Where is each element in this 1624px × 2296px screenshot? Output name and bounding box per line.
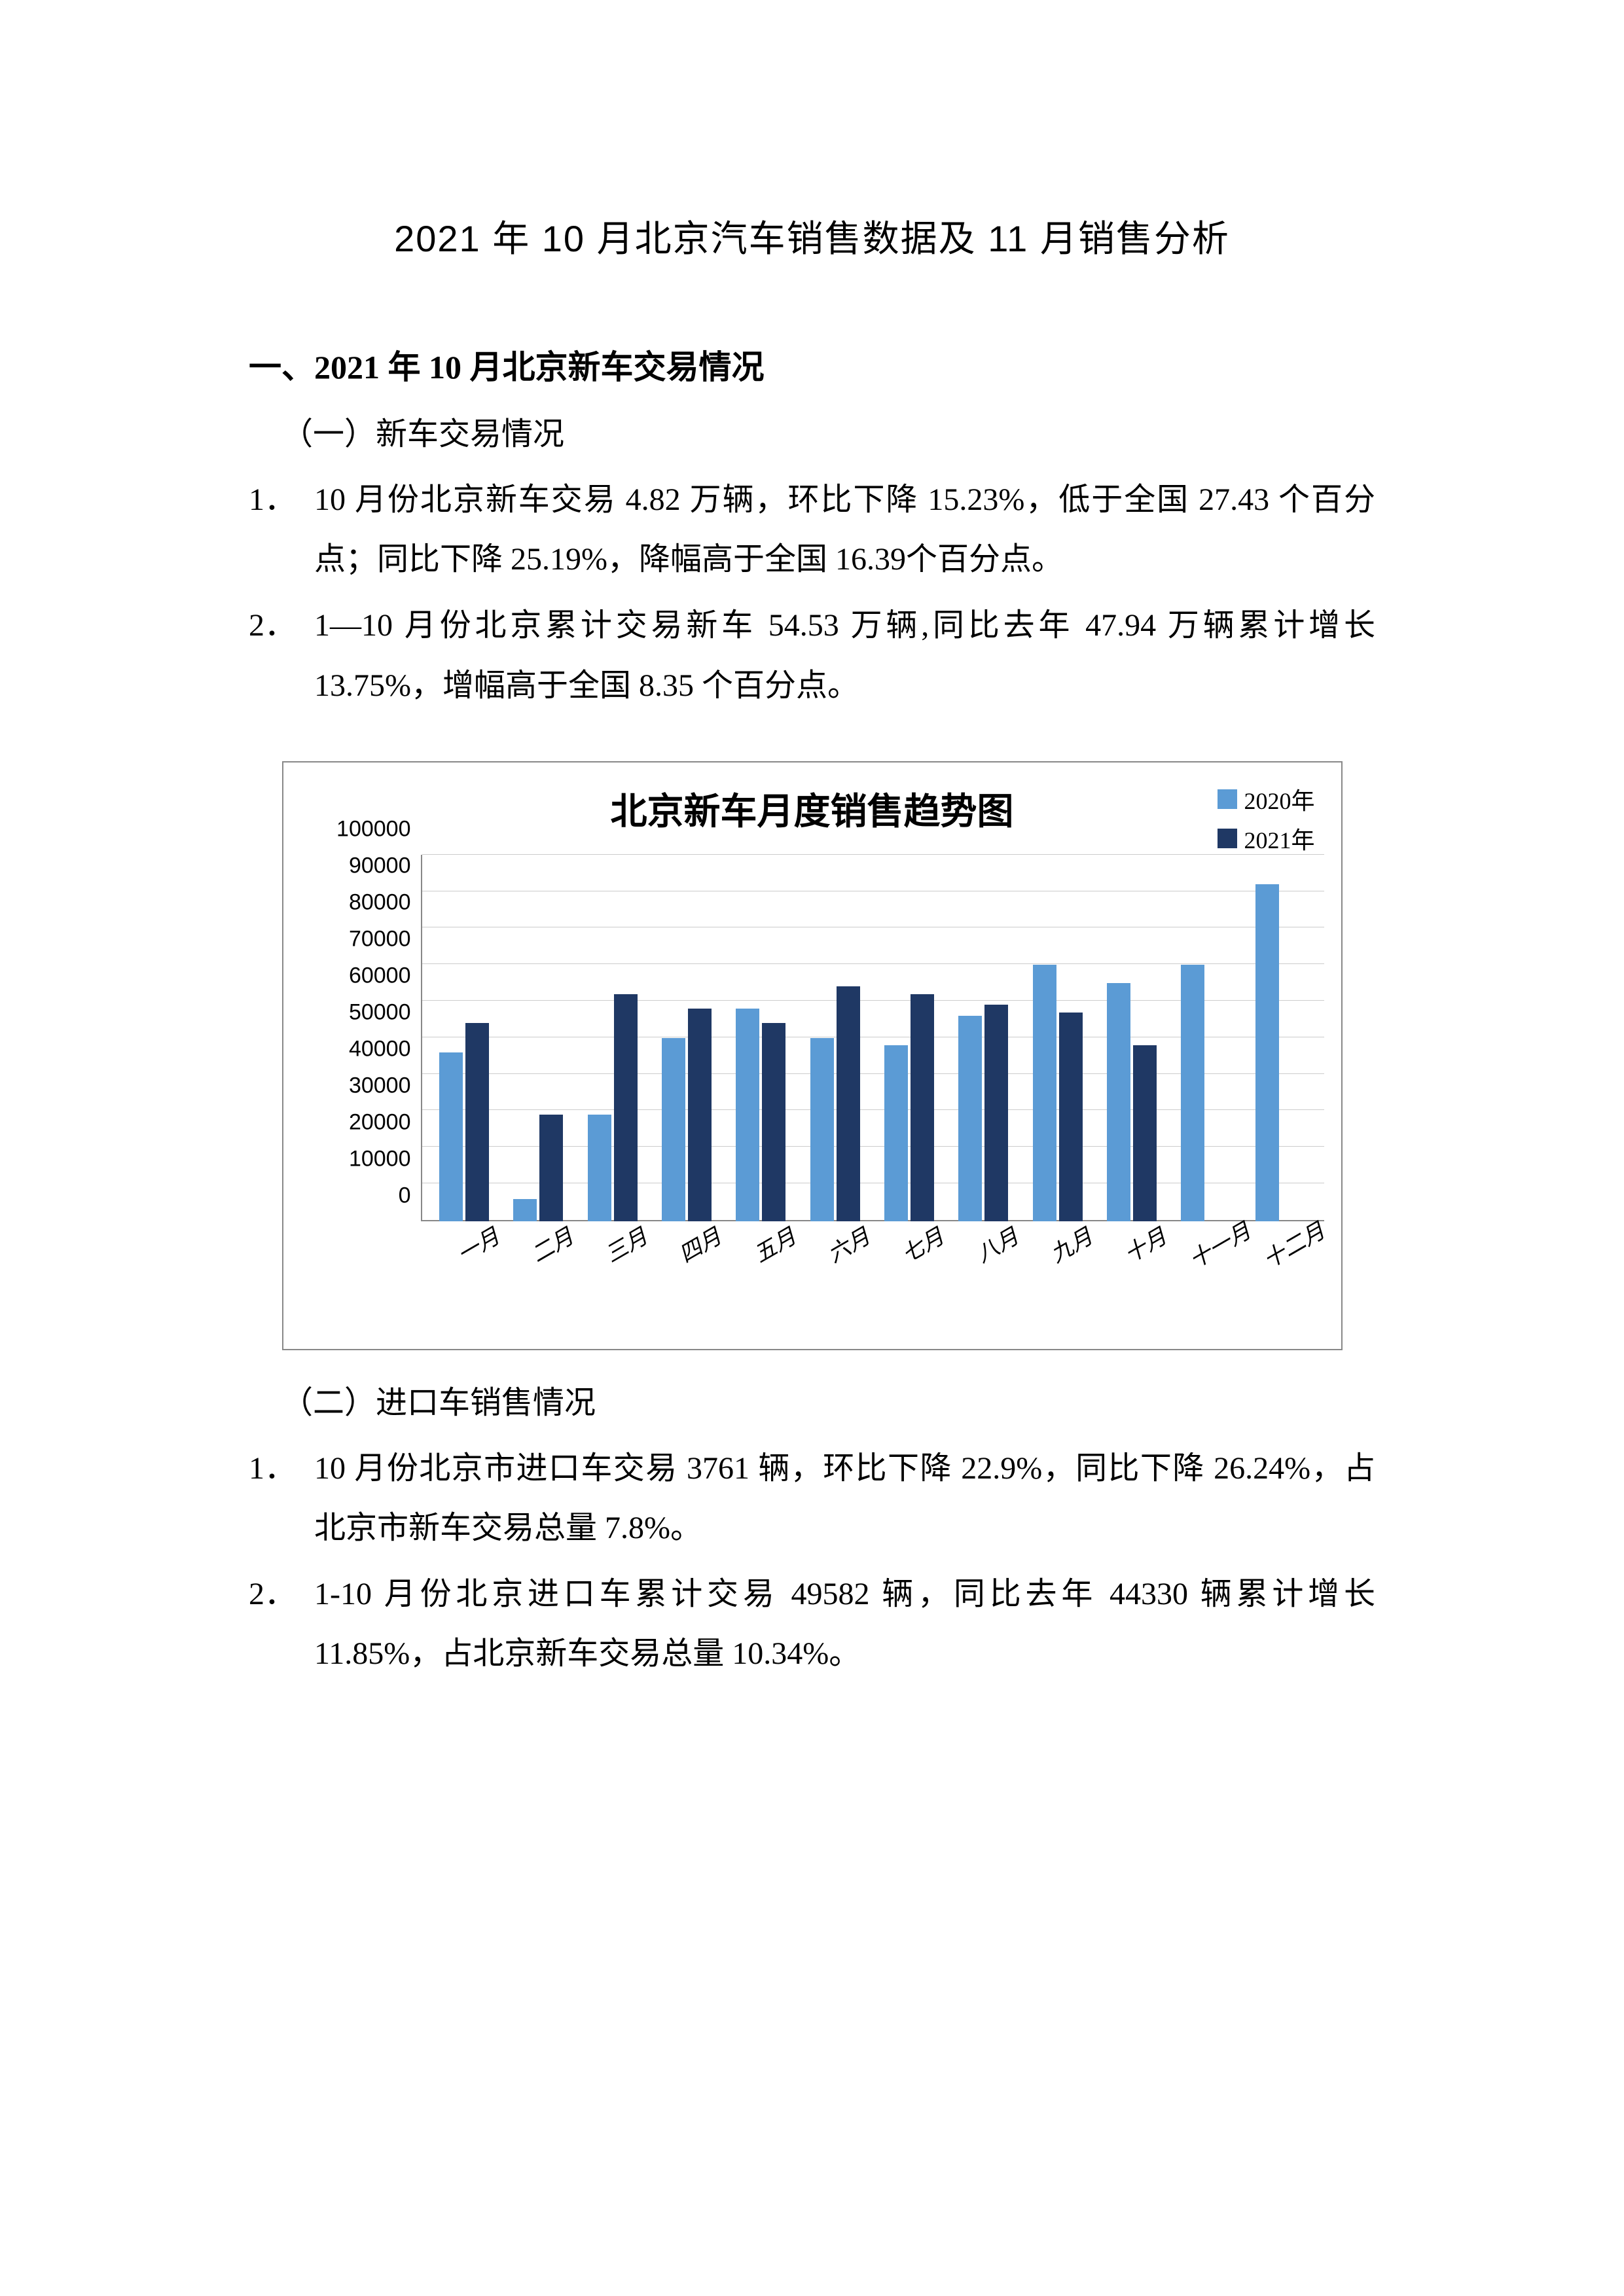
bar xyxy=(539,1115,563,1221)
bar xyxy=(614,994,638,1221)
bar xyxy=(1059,1013,1083,1221)
bar-group xyxy=(427,855,501,1221)
bar xyxy=(1181,965,1204,1221)
y-tick-label: 70000 xyxy=(329,926,411,952)
list-text: 1—10 月份北京累计交易新车 54.53 万辆,同比去年 47.94 万辆累计… xyxy=(314,608,1375,702)
y-tick-label: 20000 xyxy=(329,1109,411,1135)
list-item-1-1: 1．10 月份北京新车交易 4.82 万辆，环比下降 15.23%，低于全国 2… xyxy=(249,470,1375,589)
y-axis: 0 10000 20000 30000 40000 50000 60000 70000 8000… xyxy=(329,855,418,1221)
bar-group xyxy=(1169,855,1243,1221)
list-number: 1． xyxy=(249,470,314,529)
y-tick-label: 100000 xyxy=(329,816,411,842)
legend-swatch xyxy=(1218,789,1237,809)
document-page: 2021 年 10 月北京汽车销售数据及 11 月销售分析 一、2021 年 1… xyxy=(0,0,1624,1887)
bar xyxy=(810,1038,834,1221)
bar-group xyxy=(798,855,872,1221)
bar-group xyxy=(1243,855,1317,1221)
y-tick-label: 0 xyxy=(329,1183,411,1208)
bar-group xyxy=(872,855,946,1221)
legend-swatch xyxy=(1218,829,1237,848)
legend-item-2020: 2020年 xyxy=(1218,782,1314,816)
bar xyxy=(1133,1045,1157,1221)
y-tick-label: 50000 xyxy=(329,999,411,1025)
bar xyxy=(662,1038,685,1221)
bar xyxy=(1255,884,1279,1221)
bars-area xyxy=(421,855,1324,1221)
bar xyxy=(884,1045,908,1221)
bar xyxy=(958,1016,982,1221)
x-axis: 一月二月三月四月五月六月七月八月九月十月十一月十二月 xyxy=(421,1221,1324,1274)
legend-item-2021: 2021年 xyxy=(1218,821,1314,855)
bar xyxy=(513,1199,537,1221)
list-number: 2． xyxy=(249,1564,314,1624)
list-item-1-2: 2．1—10 月份北京累计交易新车 54.53 万辆,同比去年 47.94 万辆… xyxy=(249,596,1375,715)
bar-group xyxy=(1094,855,1168,1221)
bar xyxy=(439,1052,463,1221)
chart-legend: 2020年 2021年 xyxy=(1218,782,1314,861)
bar xyxy=(762,1023,785,1221)
list-text: 10 月份北京市进口车交易 3761 辆，环比下降 22.9%，同比下降 26.… xyxy=(314,1451,1375,1545)
list-number: 1． xyxy=(249,1439,314,1498)
subsection-1-2-heading: （二）进口车销售情况 xyxy=(249,1376,1375,1422)
y-tick-label: 90000 xyxy=(329,853,411,878)
list-number: 2． xyxy=(249,596,314,655)
chart-plot-area: 0 10000 20000 30000 40000 50000 60000 70000 8000… xyxy=(329,855,1324,1274)
page-title: 2021 年 10 月北京汽车销售数据及 11 月销售分析 xyxy=(249,209,1375,262)
bar xyxy=(984,1005,1008,1221)
bar xyxy=(736,1009,759,1221)
bar-group xyxy=(501,855,575,1221)
bar xyxy=(1033,965,1056,1221)
y-tick-label: 40000 xyxy=(329,1036,411,1062)
bar-group xyxy=(1020,855,1094,1221)
legend-label: 2021年 xyxy=(1244,821,1314,855)
bar xyxy=(911,994,934,1221)
bar-group xyxy=(947,855,1020,1221)
list-item-2-2: 2．1-10 月份北京进口车累计交易 49582 辆，同比去年 44330 辆累… xyxy=(249,1564,1375,1683)
legend-label: 2020年 xyxy=(1244,782,1314,816)
bar-group xyxy=(724,855,798,1221)
y-tick-label: 60000 xyxy=(329,963,411,988)
subsection-1-1-heading: （一）新车交易情况 xyxy=(249,408,1375,454)
bar xyxy=(837,986,860,1221)
list-text: 1-10 月份北京进口车累计交易 49582 辆，同比去年 44330 辆累计增… xyxy=(314,1577,1375,1671)
bar xyxy=(588,1115,611,1221)
section-1-heading: 一、2021 年 10 月北京新车交易情况 xyxy=(249,341,1375,388)
y-tick-label: 80000 xyxy=(329,889,411,915)
list-text: 10 月份北京新车交易 4.82 万辆，环比下降 15.23%，低于全国 27.… xyxy=(314,482,1375,577)
y-tick-label: 30000 xyxy=(329,1073,411,1098)
chart-title: 北京新车月度销售趋势图 xyxy=(303,782,1322,835)
bar xyxy=(688,1009,712,1221)
bar xyxy=(465,1023,489,1221)
bar-group xyxy=(575,855,649,1221)
bar xyxy=(1107,983,1130,1221)
y-tick-label: 10000 xyxy=(329,1146,411,1172)
bar-chart: 北京新车月度销售趋势图 2020年 2021年 0 10000 20000 30000… xyxy=(282,761,1343,1350)
bar-group xyxy=(649,855,723,1221)
list-item-2-1: 1．10 月份北京市进口车交易 3761 辆，环比下降 22.9%，同比下降 2… xyxy=(249,1439,1375,1558)
